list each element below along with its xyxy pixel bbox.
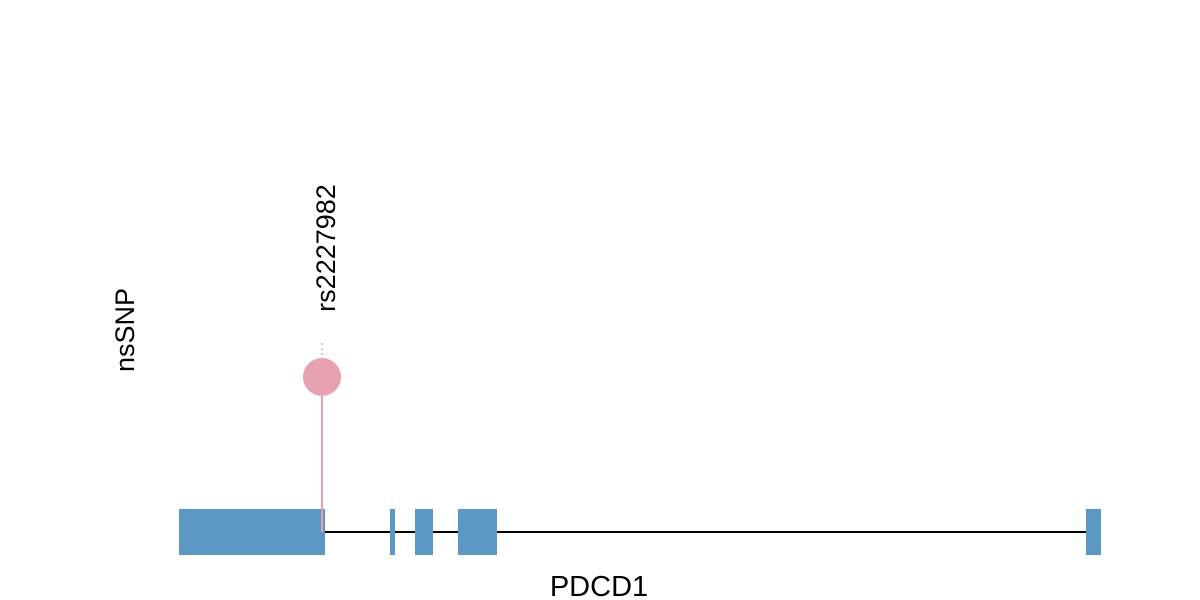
- track-label: nsSNP: [110, 288, 140, 372]
- gene-exons: [179, 509, 1101, 555]
- exon-4: [458, 509, 497, 555]
- exon-5: [1086, 509, 1101, 555]
- snp-label: rs2227982: [311, 184, 341, 312]
- snp-marker[interactable]: [303, 358, 341, 396]
- exon-2: [390, 509, 395, 555]
- gene-name: PDCD1: [550, 571, 648, 600]
- exon-3: [415, 509, 433, 555]
- exon-1: [179, 509, 325, 555]
